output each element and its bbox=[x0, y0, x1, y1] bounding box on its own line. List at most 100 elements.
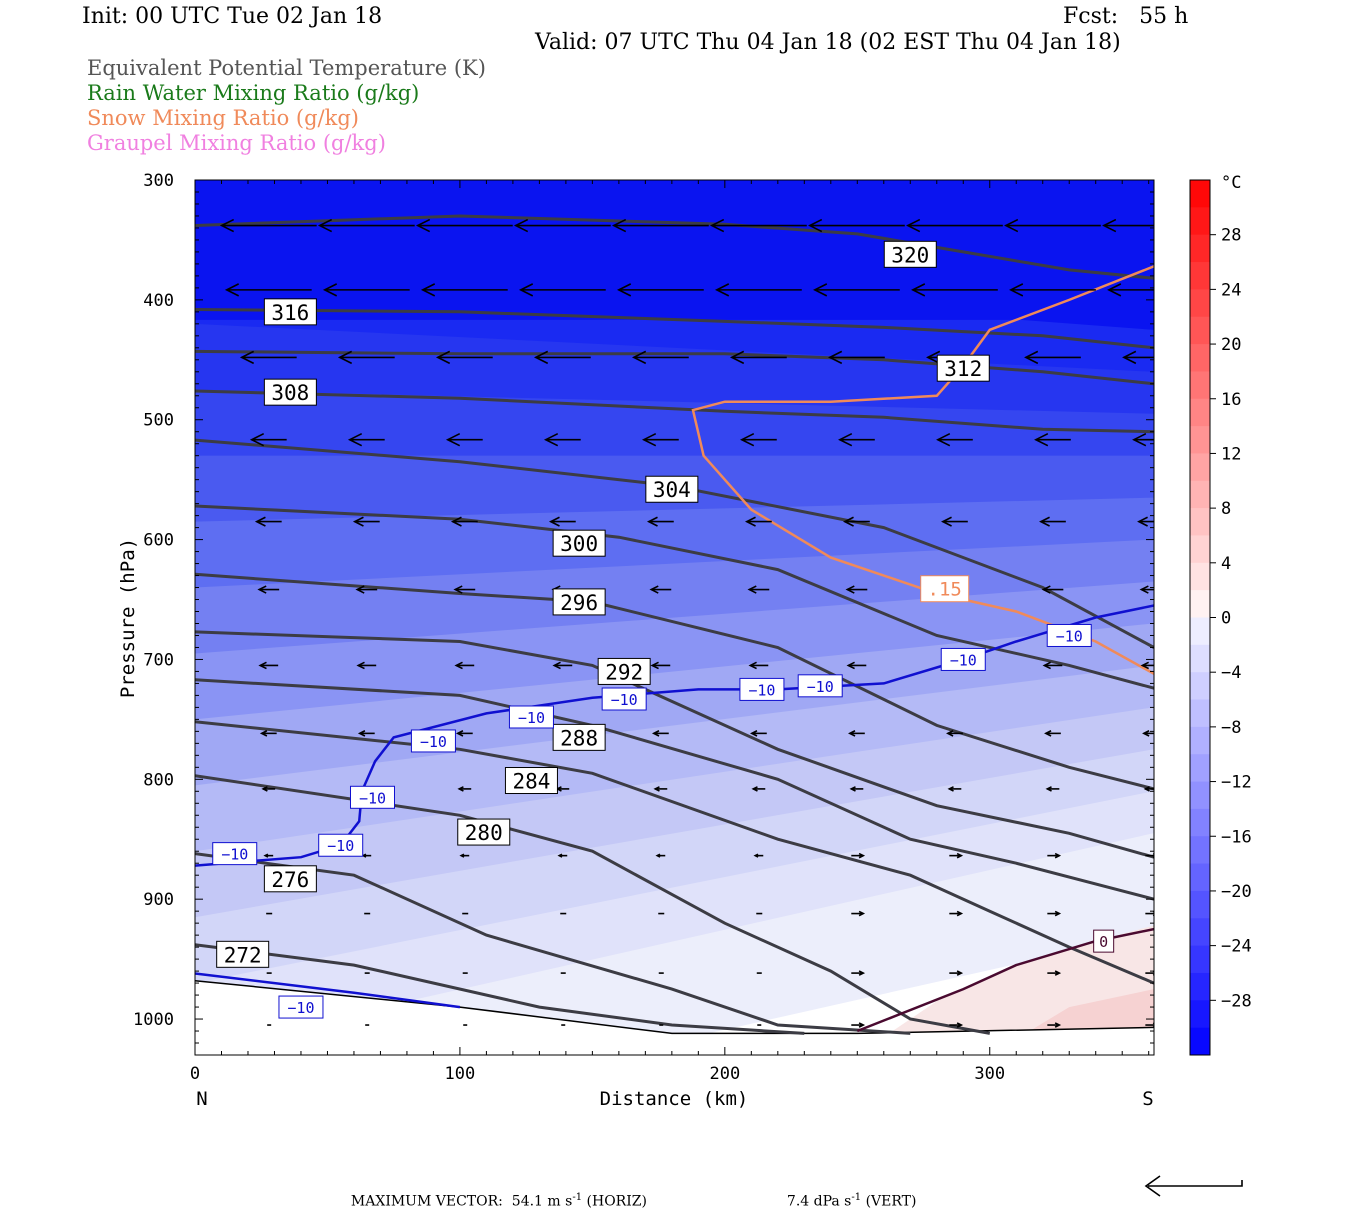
theta-e-line-308 bbox=[195, 389, 1154, 434]
colorbar-band bbox=[1190, 972, 1210, 1001]
theta-e-label-312: 312 bbox=[944, 357, 982, 381]
theta-e-label-300: 300 bbox=[560, 532, 598, 556]
wind-arrowhead bbox=[445, 432, 461, 447]
reference-arrow bbox=[1144, 1175, 1243, 1197]
max-vector-vert-exp: -1 bbox=[851, 1192, 862, 1203]
wind-arrowhead bbox=[557, 853, 563, 858]
wind-arrowhead bbox=[936, 432, 951, 447]
theta-e-label-316: 316 bbox=[271, 301, 309, 325]
wind-arrowhead bbox=[249, 432, 265, 447]
theta-e-label-box bbox=[552, 588, 606, 616]
colorbar-band bbox=[1190, 535, 1210, 564]
theta-e-label-308: 308 bbox=[271, 381, 309, 405]
wind-arrowhead bbox=[947, 786, 954, 792]
isotherm-label-box bbox=[278, 995, 324, 1019]
wind-arrowhead bbox=[808, 218, 823, 233]
wind-arrowhead bbox=[261, 786, 268, 792]
endpoint-south: S bbox=[1142, 1088, 1153, 1110]
wind-arrowhead bbox=[858, 1022, 866, 1028]
x-tick-label: 100 bbox=[445, 1064, 476, 1084]
wind-arrowhead bbox=[843, 516, 854, 527]
wind-arrowhead bbox=[946, 730, 954, 737]
wind-arrowhead bbox=[259, 730, 268, 737]
overlay-contours bbox=[195, 265, 1154, 1033]
wind-arrowhead bbox=[941, 516, 952, 527]
snow-label-box bbox=[920, 575, 970, 603]
wind-arrowhead bbox=[1122, 350, 1137, 365]
colorbar-label: −28 bbox=[1221, 991, 1252, 1011]
colorbar-band bbox=[1190, 398, 1210, 427]
isotherm-label-box bbox=[508, 705, 554, 729]
wind-arrowhead bbox=[926, 350, 941, 365]
wind-arrowhead bbox=[1054, 852, 1062, 859]
isotherm-label-box bbox=[410, 729, 456, 753]
colorbar-label: −8 bbox=[1221, 718, 1241, 738]
wind-arrowhead bbox=[748, 661, 757, 670]
isotherm-label-box bbox=[1046, 623, 1092, 647]
colorbar-label: 24 bbox=[1221, 280, 1241, 300]
wind-arrowhead bbox=[347, 432, 363, 447]
colorbar-band bbox=[1190, 754, 1210, 783]
y-tick-label: 400 bbox=[143, 291, 174, 311]
theta-e-label-304: 304 bbox=[653, 478, 691, 502]
wind-arrowhead bbox=[453, 585, 463, 594]
wind-arrowhead bbox=[650, 661, 659, 670]
isotherm-label: −10 bbox=[950, 651, 977, 669]
y-tick-label: 800 bbox=[143, 770, 174, 790]
wind-arrowhead bbox=[219, 218, 235, 233]
colorbar-band bbox=[1190, 590, 1210, 618]
wind-arrowhead bbox=[357, 730, 366, 737]
max-vector-exp: -1 bbox=[572, 1192, 583, 1203]
colorbar-band bbox=[1190, 672, 1210, 701]
wind-arrowhead bbox=[224, 283, 240, 297]
wind-arrowhead bbox=[1009, 283, 1024, 297]
colorbar-band bbox=[1190, 726, 1210, 755]
theta-e-label-272: 272 bbox=[224, 943, 262, 967]
forecast-hour: Fcst: 55 h bbox=[1063, 4, 1189, 29]
colorbar-band bbox=[1190, 371, 1210, 400]
theta-e-line-300 bbox=[195, 504, 1154, 690]
wind-arrowhead bbox=[420, 283, 436, 297]
colorbar-label: 4 bbox=[1221, 554, 1231, 574]
legend-graupel: Graupel Mixing Ratio (g/kg) bbox=[87, 131, 386, 155]
reference-arrow-icon bbox=[1144, 1175, 1243, 1197]
theta-e-line-284 bbox=[195, 720, 1154, 985]
y-tick-label: 300 bbox=[143, 171, 174, 191]
isotherm-label: −10 bbox=[359, 789, 386, 807]
colorbar-label: 12 bbox=[1221, 444, 1241, 464]
colorbar-band bbox=[1190, 289, 1210, 318]
theta-e-label-box bbox=[883, 240, 937, 268]
colorbar-label: −12 bbox=[1221, 773, 1252, 793]
wind-vectors bbox=[219, 218, 1154, 1028]
legend-rain: Rain Water Mixing Ratio (g/kg) bbox=[87, 81, 420, 105]
isotherm-label-box bbox=[349, 785, 395, 809]
wind-arrowhead bbox=[956, 910, 964, 917]
wind-arrowhead bbox=[1004, 218, 1019, 233]
wind-arrowhead bbox=[317, 218, 333, 233]
wind-arrowhead bbox=[1107, 283, 1122, 297]
colorbar-label: 20 bbox=[1221, 335, 1241, 355]
wind-arrowhead bbox=[457, 786, 464, 792]
colorbar-band bbox=[1190, 863, 1210, 892]
theta-e-label-288: 288 bbox=[560, 726, 598, 750]
snow-label: .15 bbox=[928, 579, 962, 601]
colorbar-band bbox=[1190, 836, 1210, 865]
wind-arrowhead bbox=[1140, 661, 1150, 670]
wind-arrowhead bbox=[828, 350, 843, 365]
wind-arrowhead bbox=[533, 350, 549, 365]
theta-e-line-316 bbox=[195, 308, 1154, 350]
wind-arrowhead bbox=[337, 350, 353, 365]
wind-arrowhead bbox=[1024, 350, 1039, 365]
terrain bbox=[195, 980, 1154, 1055]
theta-e-label-box bbox=[936, 354, 990, 382]
max-vector-vert-value: 7.4 dPa s bbox=[786, 1193, 852, 1210]
wind-arrowhead bbox=[838, 432, 853, 447]
wind-arrowhead bbox=[858, 970, 866, 976]
theta-e-label-box bbox=[504, 767, 558, 795]
isotherm-label: −10 bbox=[221, 846, 248, 864]
isotherm-minus10-surface bbox=[195, 972, 461, 1009]
colorbar-band bbox=[1190, 644, 1210, 673]
wind-arrowhead bbox=[631, 350, 647, 365]
theta-e-label-box bbox=[263, 298, 317, 326]
init-time: Init: 00 UTC Tue 02 Jan 18 bbox=[82, 4, 383, 29]
